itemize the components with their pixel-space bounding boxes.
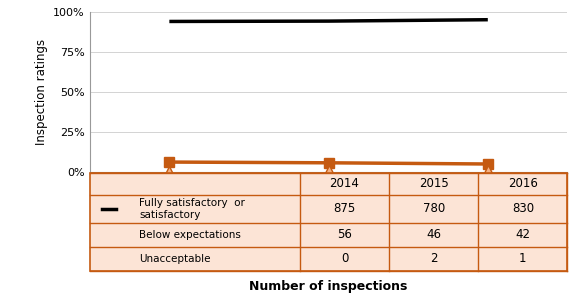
- Text: 830: 830: [512, 202, 534, 215]
- Y-axis label: Inspection ratings: Inspection ratings: [35, 39, 47, 145]
- Text: 1: 1: [519, 252, 526, 266]
- Text: Fully satisfactory  or
satisfactory: Fully satisfactory or satisfactory: [140, 198, 245, 220]
- Text: 2014: 2014: [329, 177, 360, 190]
- Text: 56: 56: [337, 229, 352, 242]
- Text: Unacceptable: Unacceptable: [140, 254, 211, 264]
- Text: 875: 875: [334, 202, 356, 215]
- Text: 2015: 2015: [419, 177, 449, 190]
- Text: 2016: 2016: [508, 177, 538, 190]
- Text: 42: 42: [515, 229, 530, 242]
- Text: 2: 2: [430, 252, 437, 266]
- Text: 46: 46: [426, 229, 441, 242]
- Text: Number of inspections: Number of inspections: [250, 280, 408, 293]
- Text: Below expectations: Below expectations: [140, 230, 241, 240]
- Text: 0: 0: [341, 252, 348, 266]
- Text: 780: 780: [423, 202, 445, 215]
